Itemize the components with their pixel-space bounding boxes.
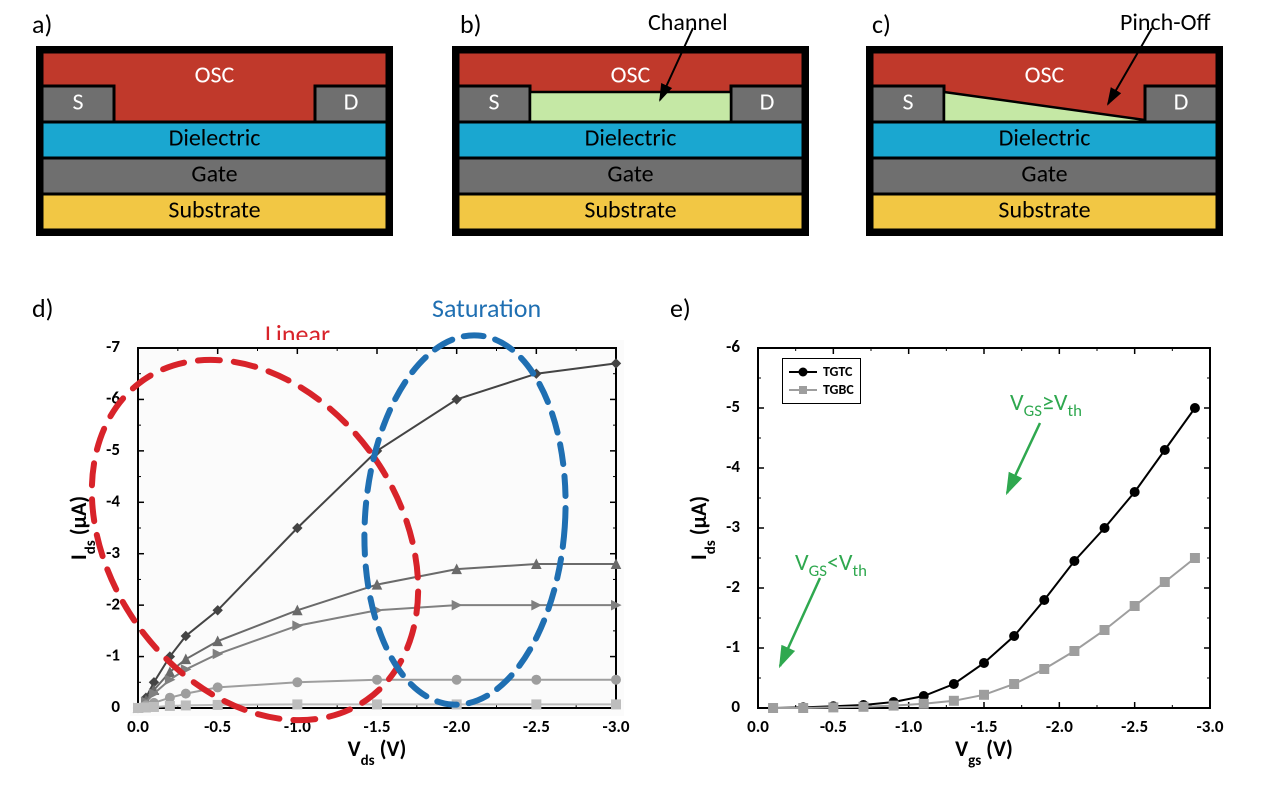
svg-text:Gate: Gate: [1021, 160, 1067, 189]
svg-text:OSC: OSC: [195, 61, 235, 90]
svg-text:0.0: 0.0: [747, 716, 769, 737]
svg-text:-5: -5: [106, 439, 120, 460]
svg-text:-3: -3: [726, 516, 740, 537]
svg-text:-3: -3: [106, 542, 120, 563]
chart-e-legend: TGTC TGBC: [782, 358, 861, 404]
svg-text:Substrate: Substrate: [168, 196, 260, 225]
svg-text:-3.0: -3.0: [603, 716, 630, 737]
panel-label-d: d): [32, 292, 54, 324]
svg-text:-1: -1: [106, 645, 120, 666]
svg-text:-4: -4: [726, 456, 740, 477]
svg-text:Substrate: Substrate: [584, 196, 676, 225]
svg-text:-2: -2: [106, 593, 120, 614]
svg-text:-0.5: -0.5: [204, 716, 231, 737]
svg-text:S: S: [72, 88, 83, 117]
svg-text:Vds (V): Vds (V): [348, 735, 407, 770]
svg-text:D: D: [1174, 88, 1189, 117]
arrow-below: [750, 548, 950, 708]
svg-text:Ids (µA): Ids (µA): [685, 496, 720, 560]
svg-text:D: D: [760, 88, 775, 117]
svg-text:0: 0: [731, 696, 740, 717]
svg-text:OSC: OSC: [611, 61, 651, 90]
diagram-a: OSC S D Dielectric Gate Substrate: [32, 42, 397, 240]
svg-text:Gate: Gate: [191, 160, 237, 189]
svg-text:-0.5: -0.5: [820, 716, 847, 737]
svg-text:Vgs (V): Vgs (V): [955, 735, 1013, 770]
saturation-label: Saturation: [432, 292, 541, 324]
panel-label-c: c): [872, 8, 891, 40]
svg-text:Dielectric: Dielectric: [585, 124, 677, 153]
svg-text:-5: -5: [726, 396, 740, 417]
chart-d: 0.0-0.5-1.0-1.5-2.0-2.5-3.00-1-2-3-4-5-6…: [60, 330, 650, 790]
svg-text:-4: -4: [106, 490, 120, 511]
svg-text:Dielectric: Dielectric: [169, 124, 261, 153]
svg-text:-2.0: -2.0: [1046, 716, 1073, 737]
svg-text:S: S: [902, 88, 913, 117]
arrow-above: [985, 408, 1185, 568]
svg-text:-7: -7: [106, 336, 120, 357]
svg-text:-1.5: -1.5: [971, 716, 998, 737]
svg-text:OSC: OSC: [1025, 61, 1065, 90]
svg-text:0: 0: [111, 696, 120, 717]
svg-text:-1: -1: [726, 636, 740, 657]
panel-label-b: b): [460, 8, 482, 40]
svg-text:-2.5: -2.5: [1121, 716, 1148, 737]
legend-tgtc: TGTC: [823, 363, 852, 381]
svg-text:-3.0: -3.0: [1197, 716, 1224, 737]
svg-text:-2.0: -2.0: [443, 716, 470, 737]
svg-text:-2: -2: [726, 576, 740, 597]
panel-label-a: a): [32, 8, 52, 40]
svg-text:-1.5: -1.5: [364, 716, 391, 737]
svg-text:-6: -6: [726, 336, 740, 357]
svg-text:-2.5: -2.5: [523, 716, 550, 737]
svg-text:S: S: [488, 88, 499, 117]
legend-tgbc: TGBC: [823, 381, 854, 399]
svg-text:Substrate: Substrate: [998, 196, 1090, 225]
svg-text:D: D: [344, 88, 359, 117]
panel-label-e: e): [670, 292, 691, 324]
diagram-b: OSC S D Dielectric Gate Substrate: [448, 42, 813, 240]
channel-label: Channel: [648, 8, 728, 37]
pinchoff-label: Pinch-Off: [1120, 8, 1211, 37]
svg-text:-1.0: -1.0: [895, 716, 922, 737]
svg-text:Dielectric: Dielectric: [999, 124, 1091, 153]
diagram-c: OSC S D Dielectric Gate Substrate: [862, 42, 1227, 240]
svg-text:0.0: 0.0: [127, 716, 149, 737]
svg-text:Gate: Gate: [607, 160, 653, 189]
